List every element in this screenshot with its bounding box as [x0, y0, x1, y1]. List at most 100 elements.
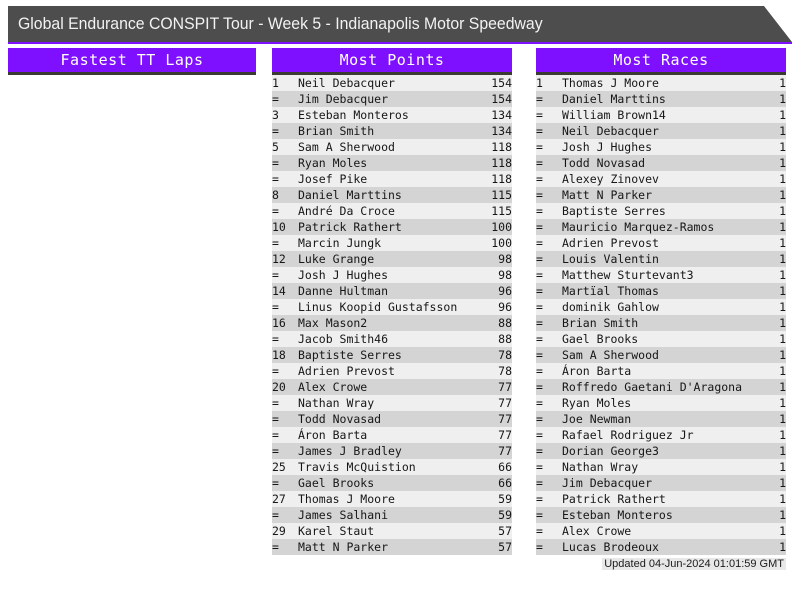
- table-row: = Ryan Moles 1: [536, 395, 786, 411]
- row-position: =: [536, 204, 543, 218]
- row-position: =: [536, 380, 543, 394]
- row-value: 1: [779, 252, 786, 266]
- row-position: =: [536, 364, 543, 378]
- row-value: 1: [779, 108, 786, 122]
- table-row: = James Salhani 59: [272, 507, 512, 523]
- row-position: =: [536, 236, 543, 250]
- table-row: = Esteban Monteros 1: [536, 507, 786, 523]
- row-value: 77: [498, 444, 512, 458]
- table-row: = Rafael Rodriguez Jr 1: [536, 427, 786, 443]
- row-driver-name: William Brown14: [562, 108, 666, 122]
- table-row: = Brian Smith 134: [272, 123, 512, 139]
- row-driver-name: Linus Koopid Gustafsson: [298, 300, 458, 314]
- table-body-most-races: 1 Thomas J Moore 1 = Daniel Marttins 1 = Willia…: [536, 75, 786, 555]
- table-row: = Jacob Smith46 88: [272, 331, 512, 347]
- table-row: = Josef Pike 118: [272, 171, 512, 187]
- table-row: = Alex Crowe 1: [536, 523, 786, 539]
- title-bar-background: [8, 6, 792, 42]
- row-driver-name: Esteban Monteros: [298, 108, 409, 122]
- row-position: =: [272, 428, 279, 442]
- table-row: = Brian Smith 1: [536, 315, 786, 331]
- row-position: =: [272, 300, 279, 314]
- row-driver-name: Luke Grange: [298, 252, 375, 266]
- row-driver-name: Adrien Prevost: [298, 364, 395, 378]
- row-position: 1: [272, 76, 279, 90]
- row-position: =: [536, 252, 543, 266]
- row-position: =: [272, 364, 279, 378]
- row-driver-name: Daniel Marttins: [562, 92, 666, 106]
- table-row: 27 Thomas J Moore 59: [272, 491, 512, 507]
- title-bar: Global Endurance CONSPIT Tour - Week 5 -…: [8, 6, 792, 42]
- row-value: 134: [491, 124, 512, 138]
- row-position: =: [536, 172, 543, 186]
- row-value: 77: [498, 428, 512, 442]
- row-value: 1: [779, 332, 786, 346]
- table-row: = Jim Debacquer 1: [536, 475, 786, 491]
- table-row: = Matt N Parker 57: [272, 539, 512, 555]
- row-position: =: [536, 108, 543, 122]
- table-row: = Adrien Prevost 1: [536, 235, 786, 251]
- row-driver-name: Lucas Brodeoux: [562, 540, 659, 554]
- row-driver-name: Jim Debacquer: [562, 476, 653, 490]
- table-row: = Adrien Prevost 78: [272, 363, 512, 379]
- row-value: 115: [491, 188, 512, 202]
- updated-timestamp: Updated 04-Jun-2024 01:01:59 GMT: [602, 558, 786, 570]
- row-driver-name: Brian Smith: [298, 124, 375, 138]
- row-driver-name: Neil Debacquer: [298, 76, 395, 90]
- row-position: =: [272, 156, 279, 170]
- row-driver-name: Matt N Parker: [562, 188, 653, 202]
- table-row: = Sam A Sherwood 1: [536, 347, 786, 363]
- table-row: = William Brown14 1: [536, 107, 786, 123]
- row-value: 1: [779, 444, 786, 458]
- row-driver-name: Thomas J Moore: [562, 76, 659, 90]
- row-value: 154: [491, 76, 512, 90]
- table-row: 16 Max Mason2 88: [272, 315, 512, 331]
- row-value: 77: [498, 412, 512, 426]
- row-position: 12: [272, 252, 286, 266]
- row-value: 1: [779, 92, 786, 106]
- table-row: 29 Karel Staut 57: [272, 523, 512, 539]
- row-driver-name: Dorian George3: [562, 444, 659, 458]
- table-row: = James J Bradley 77: [272, 443, 512, 459]
- row-position: =: [536, 316, 543, 330]
- row-value: 1: [779, 172, 786, 186]
- table-row: = Nathan Wray 1: [536, 459, 786, 475]
- row-value: 1: [779, 492, 786, 506]
- row-driver-name: Baptiste Serres: [562, 204, 666, 218]
- row-driver-name: Josh J Hughes: [562, 140, 653, 154]
- row-position: =: [272, 396, 279, 410]
- row-position: =: [272, 124, 279, 138]
- table-row: = Alexey Zinovev 1: [536, 171, 786, 187]
- table-row: = Joe Newman 1: [536, 411, 786, 427]
- row-position: 10: [272, 220, 286, 234]
- table-body-most-points: 1 Neil Debacquer 154 = Jim Debacquer 154 3 Este…: [272, 75, 512, 555]
- table-row: 10 Patrick Rathert 100: [272, 219, 512, 235]
- row-driver-name: Brian Smith: [562, 316, 639, 330]
- row-value: 1: [779, 300, 786, 314]
- row-driver-name: Alex Crowe: [298, 380, 368, 394]
- row-value: 59: [498, 508, 512, 522]
- table-row: 25 Travis McQuistion 66: [272, 459, 512, 475]
- row-driver-name: Joe Newman: [562, 412, 632, 426]
- row-value: 96: [498, 300, 512, 314]
- row-value: 1: [779, 76, 786, 90]
- row-value: 96: [498, 284, 512, 298]
- table-row: 1 Thomas J Moore 1: [536, 75, 786, 91]
- table-row: = Nathan Wray 77: [272, 395, 512, 411]
- row-driver-name: Áron Barta: [298, 428, 368, 442]
- row-position: =: [536, 348, 543, 362]
- row-position: 5: [272, 140, 279, 154]
- row-value: 78: [498, 348, 512, 362]
- row-position: =: [536, 92, 543, 106]
- table-row: 3 Esteban Monteros 134: [272, 107, 512, 123]
- row-driver-name: Gael Brooks: [298, 476, 375, 490]
- row-driver-name: Jim Debacquer: [298, 92, 389, 106]
- table-row: 1 Neil Debacquer 154: [272, 75, 512, 91]
- row-driver-name: Marcin Jungk: [298, 236, 382, 250]
- row-driver-name: Patrick Rathert: [562, 492, 666, 506]
- row-value: 1: [779, 380, 786, 394]
- row-position: =: [272, 540, 279, 554]
- row-driver-name: Baptiste Serres: [298, 348, 402, 362]
- row-value: 98: [498, 268, 512, 282]
- row-position: 27: [272, 492, 286, 506]
